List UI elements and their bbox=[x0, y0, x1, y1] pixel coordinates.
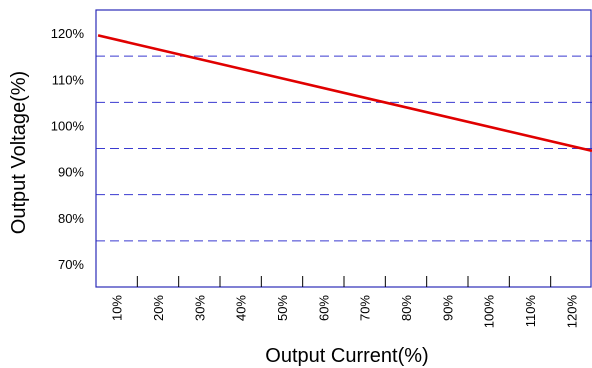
x-axis-title: Output Current(%) bbox=[265, 345, 428, 367]
y-tick-label: 90% bbox=[58, 165, 84, 180]
y-tick-labels: 120% 110% 100% 90% 80% 70% bbox=[51, 26, 85, 272]
x-tick-label: 50% bbox=[275, 295, 290, 321]
y-axis-title: Output Voltage(%) bbox=[8, 71, 30, 234]
grid-lines bbox=[96, 55, 592, 242]
x-tick-label: 80% bbox=[399, 295, 414, 321]
x-tick-label: 60% bbox=[316, 295, 331, 321]
x-tick-label: 20% bbox=[151, 295, 166, 321]
y-tick-label: 110% bbox=[52, 72, 85, 87]
y-tick-label: 120% bbox=[51, 26, 85, 41]
y-tick-label: 100% bbox=[51, 118, 85, 133]
y-tick-label: 80% bbox=[58, 211, 84, 226]
series-line bbox=[97, 34, 592, 153]
x-tick-label: 110% bbox=[523, 295, 538, 328]
x-tick-label: 40% bbox=[234, 295, 249, 321]
y-tick-label: 70% bbox=[58, 257, 84, 272]
x-tick-label: 30% bbox=[192, 295, 207, 321]
x-tick-label: 100% bbox=[482, 295, 497, 329]
x-tick-label: 90% bbox=[440, 295, 455, 321]
x-tick-marks bbox=[136, 276, 552, 287]
x-tick-label: 10% bbox=[110, 295, 125, 321]
x-tick-label: 120% bbox=[564, 295, 579, 329]
x-tick-label: 70% bbox=[358, 295, 373, 321]
series-layer bbox=[97, 34, 592, 153]
x-tick-labels: 10% 20% 30% 40% 50% 60% 70% 80% 90% 100% 110% 120% bbox=[110, 295, 580, 329]
